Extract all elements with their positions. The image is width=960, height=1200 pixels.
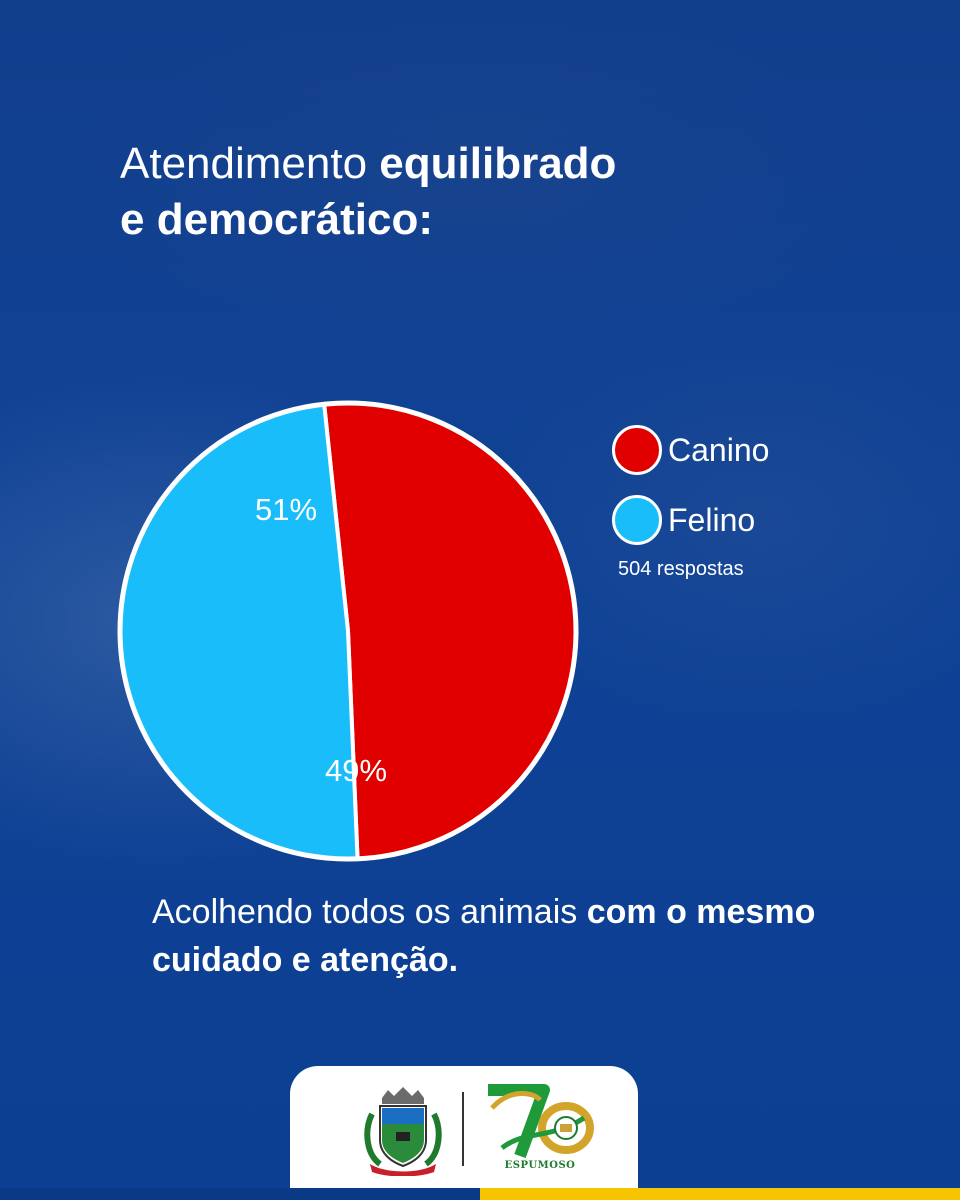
bottom-bar-yellow bbox=[480, 1188, 960, 1200]
pie-slice-felino bbox=[118, 402, 360, 861]
footer-bold-part: com o mesmo cuidado e atenção. bbox=[152, 893, 816, 979]
pie-label-felino: 49% bbox=[325, 753, 387, 788]
anniversary-logo-text: ESPUMOSO bbox=[504, 1160, 576, 1171]
logo-card: ESPUMOSO bbox=[290, 1066, 638, 1200]
bottom-bar-blue bbox=[0, 1188, 480, 1200]
footer-message: Acolhendo todos os animais com o mesmo c… bbox=[152, 888, 832, 984]
legend-label-felino: Felino bbox=[668, 501, 756, 538]
footer-regular-part: Acolhendo todos os animais bbox=[152, 893, 578, 931]
pie-slice-canino bbox=[322, 401, 578, 861]
title-regular-part: Atendimento bbox=[120, 139, 368, 188]
legend-swatch-felino bbox=[612, 495, 662, 545]
title-bold-part-1: equilibrado bbox=[379, 139, 617, 188]
chart-legend: Canino Felino bbox=[612, 420, 769, 560]
title-bold-part-2: e democrático: bbox=[120, 195, 433, 244]
pie-outline bbox=[117, 400, 579, 862]
municipal-crest-logo bbox=[364, 1087, 442, 1176]
pie-label-canino: 51% bbox=[255, 492, 317, 527]
response-count: 504 respostas bbox=[618, 558, 744, 580]
logo-divider bbox=[462, 1092, 464, 1166]
legend-swatch-canino bbox=[612, 425, 662, 475]
legend-label-canino: Canino bbox=[668, 431, 770, 468]
legend-item-canino: Canino bbox=[612, 420, 769, 480]
page-title: Atendimento equilibrado e democrático: bbox=[120, 136, 820, 248]
legend-item-felino: Felino bbox=[612, 490, 769, 550]
anniversary-70-logo bbox=[488, 1084, 594, 1159]
